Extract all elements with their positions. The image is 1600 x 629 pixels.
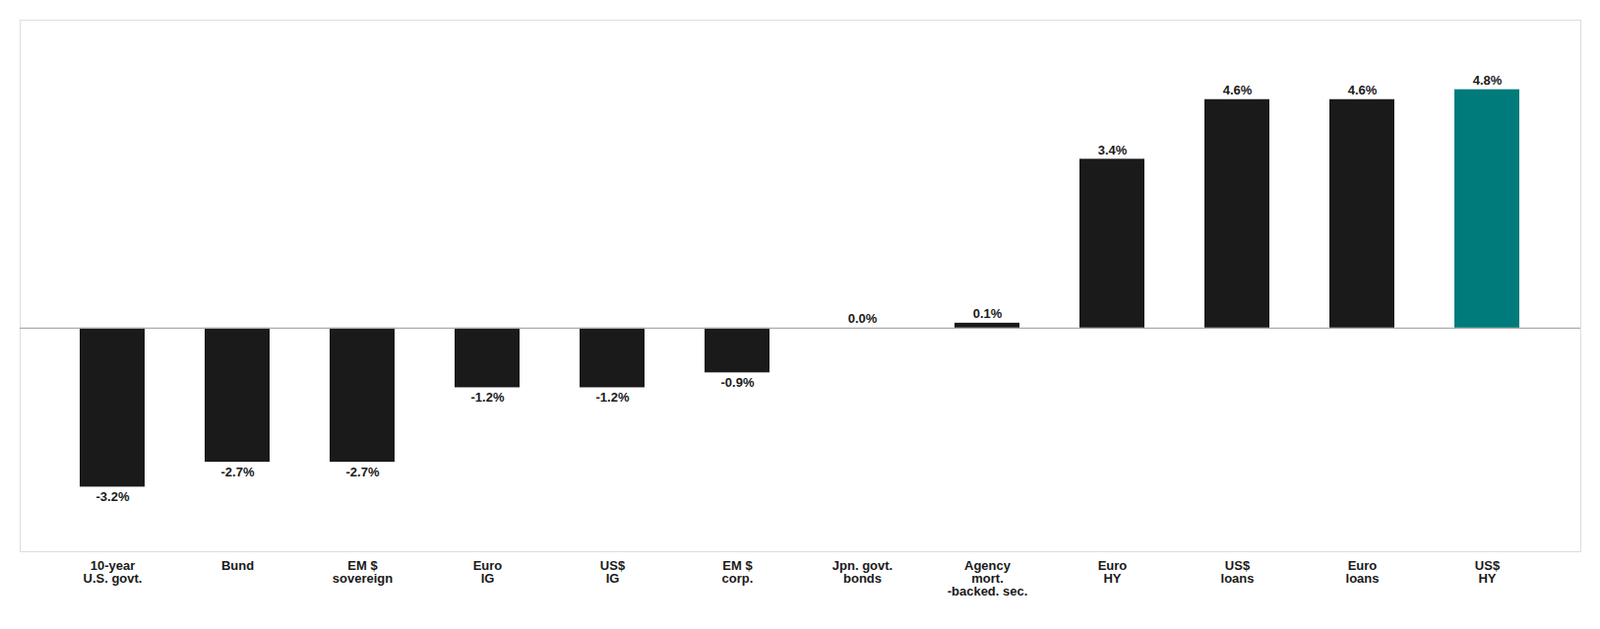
svg-text:0.1%: 0.1% [973,306,1003,321]
svg-text:EM $corp.: EM $corp. [722,557,754,586]
svg-text:10-yearU.S. govt.: 10-yearU.S. govt. [83,557,143,586]
svg-text:EuroHY: EuroHY [1098,557,1128,586]
svg-text:Agencymort.-backed. sec.: Agencymort.-backed. sec. [947,557,1029,599]
svg-text:-3.2%: -3.2% [96,489,130,504]
svg-text:-2.7%: -2.7% [221,464,255,480]
svg-text:0.0%: 0.0% [848,310,878,326]
svg-text:-1.2%: -1.2% [596,389,630,405]
svg-text:Jpn. govt.bonds: Jpn. govt.bonds [832,557,893,586]
svg-text:-2.7%: -2.7% [346,464,380,480]
svg-text:4.8%: 4.8% [1473,72,1503,88]
svg-text:EuroIG: EuroIG [473,557,503,586]
svg-text:-0.9%: -0.9% [721,374,755,390]
svg-text:Bund: Bund [221,557,254,573]
svg-text:US$loans: US$loans [1221,557,1255,586]
svg-text:US$HY: US$HY [1475,557,1501,586]
svg-text:US$IG: US$IG [600,557,626,586]
svg-text:EM $sovereign: EM $sovereign [332,557,393,586]
svg-text:-1.2%: -1.2% [471,389,505,405]
svg-text:Euroloans: Euroloans [1346,557,1380,586]
svg-text:4.6%: 4.6% [1223,82,1253,98]
svg-text:4.6%: 4.6% [1348,82,1378,98]
svg-text:3.4%: 3.4% [1098,142,1128,158]
